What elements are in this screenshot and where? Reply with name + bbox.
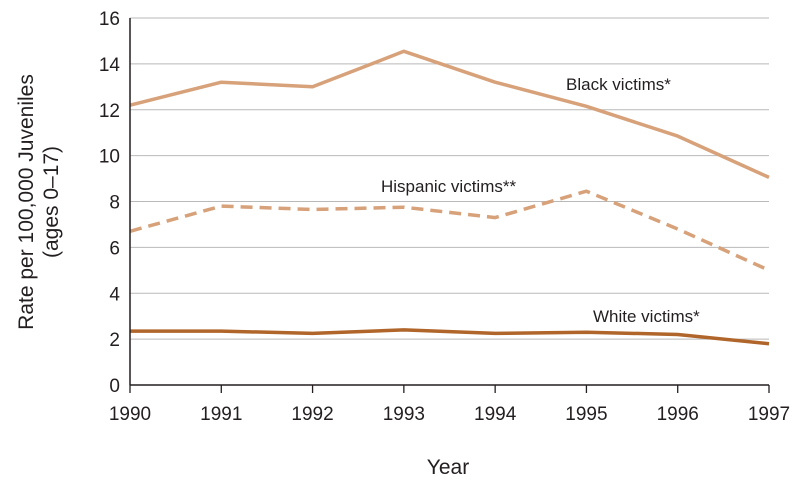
x-tick-label: 1990 <box>109 404 151 425</box>
y-tick-label: 6 <box>109 238 120 259</box>
series-label-2: White victims* <box>593 307 700 326</box>
y-tick-label: 14 <box>99 55 121 76</box>
y-tick-label: 4 <box>109 284 120 305</box>
gridlines <box>130 17 769 340</box>
y-axis-ticks: 0 2 4 6 8 10 12 14 16 <box>99 9 121 397</box>
series-line-2 <box>130 328 770 346</box>
y-tick-label: 10 <box>99 147 120 168</box>
series-lines <box>129 49 770 346</box>
x-tick-label: 1992 <box>291 404 333 425</box>
y-tick-label: 2 <box>109 330 120 351</box>
x-axis-ticks: 1990 1991 1992 1993 1994 1995 1996 1997 <box>109 385 790 425</box>
y-tick-label: 16 <box>99 9 120 30</box>
x-tick-label: 1997 <box>748 404 790 425</box>
series-line-1 <box>129 189 770 272</box>
series-label-1: Hispanic victims** <box>381 177 516 196</box>
series-line-0 <box>129 49 770 179</box>
x-tick-label: 1996 <box>657 404 699 425</box>
x-tick-label: 1993 <box>383 404 425 425</box>
y-tick-label: 0 <box>109 376 120 397</box>
x-tick-label: 1995 <box>565 404 607 425</box>
series-labels: Black victims* Hispanic victims** White vi… <box>381 75 700 326</box>
y-axis-title: Rate per 100,000 Juveniles <box>15 74 38 330</box>
series-label-0: Black victims* <box>566 75 671 94</box>
x-tick-label: 1994 <box>474 404 517 425</box>
x-tick-label: 1991 <box>200 404 242 425</box>
axes <box>129 18 769 386</box>
y-tick-label: 12 <box>99 101 120 122</box>
x-axis-title: Year <box>427 456 469 479</box>
y-axis-subtitle: (ages 0–17) <box>40 146 63 258</box>
y-tick-label: 8 <box>109 193 120 214</box>
